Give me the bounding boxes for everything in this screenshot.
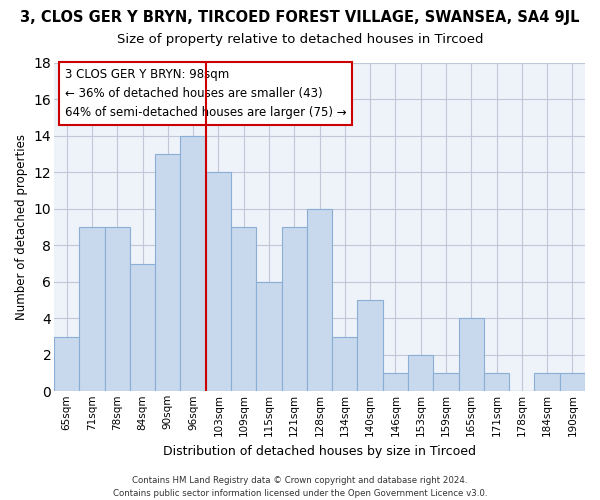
- Bar: [358, 300, 383, 392]
- Bar: [281, 227, 307, 392]
- Text: Size of property relative to detached houses in Tircoed: Size of property relative to detached ho…: [117, 32, 483, 46]
- Bar: [383, 373, 408, 392]
- Bar: [54, 336, 79, 392]
- Bar: [433, 373, 458, 392]
- X-axis label: Distribution of detached houses by size in Tircoed: Distribution of detached houses by size …: [163, 444, 476, 458]
- Bar: [458, 318, 484, 392]
- Bar: [155, 154, 181, 392]
- Text: Contains HM Land Registry data © Crown copyright and database right 2024.
Contai: Contains HM Land Registry data © Crown c…: [113, 476, 487, 498]
- Bar: [104, 227, 130, 392]
- Bar: [332, 336, 358, 392]
- Bar: [535, 373, 560, 392]
- Bar: [181, 136, 206, 392]
- Bar: [484, 373, 509, 392]
- Bar: [256, 282, 281, 392]
- Y-axis label: Number of detached properties: Number of detached properties: [15, 134, 28, 320]
- Bar: [79, 227, 104, 392]
- Bar: [408, 355, 433, 392]
- Text: 3 CLOS GER Y BRYN: 98sqm
← 36% of detached houses are smaller (43)
64% of semi-d: 3 CLOS GER Y BRYN: 98sqm ← 36% of detach…: [65, 68, 346, 119]
- Bar: [560, 373, 585, 392]
- Bar: [130, 264, 155, 392]
- Bar: [307, 209, 332, 392]
- Text: 3, CLOS GER Y BRYN, TIRCOED FOREST VILLAGE, SWANSEA, SA4 9JL: 3, CLOS GER Y BRYN, TIRCOED FOREST VILLA…: [20, 10, 580, 25]
- Bar: [231, 227, 256, 392]
- Bar: [206, 172, 231, 392]
